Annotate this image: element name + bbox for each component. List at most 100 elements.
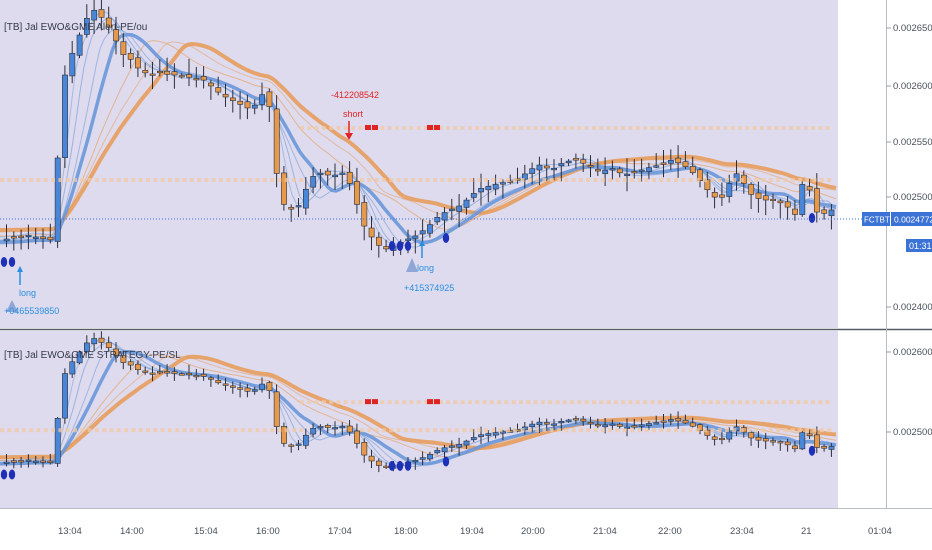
bearish-candle[interactable] <box>354 430 360 444</box>
bearish-candle[interactable] <box>135 57 141 69</box>
bullish-candle[interactable] <box>302 434 309 446</box>
bearish-candle[interactable] <box>186 74 192 78</box>
bullish-candle[interactable] <box>609 423 616 426</box>
bearish-candle[interactable] <box>697 169 703 181</box>
bearish-candle[interactable] <box>98 9 105 18</box>
bullish-candle[interactable] <box>602 424 609 428</box>
bullish-candle[interactable] <box>667 159 674 164</box>
bullish-candle[interactable] <box>62 74 68 158</box>
bearish-candle[interactable] <box>237 100 244 105</box>
bearish-candle[interactable] <box>594 169 601 172</box>
bullish-candle[interactable] <box>551 423 557 426</box>
bullish-candle[interactable] <box>551 168 557 171</box>
bearish-candle[interactable] <box>660 420 667 423</box>
bottom-price-plot[interactable] <box>0 331 837 480</box>
bullish-candle[interactable] <box>54 157 61 242</box>
bearish-candle[interactable] <box>288 444 295 447</box>
bearish-candle[interactable] <box>11 460 17 463</box>
bullish-candle[interactable] <box>456 443 463 448</box>
bearish-candle[interactable] <box>157 71 163 74</box>
bullish-candle[interactable] <box>25 234 32 238</box>
bullish-candle[interactable] <box>310 176 317 188</box>
bullish-candle[interactable] <box>25 459 32 462</box>
bearish-candle[interactable] <box>543 422 550 425</box>
bullish-candle[interactable] <box>799 184 806 215</box>
bearish-candle[interactable] <box>792 445 798 450</box>
bullish-candle[interactable] <box>427 453 433 460</box>
bearish-candle[interactable] <box>149 73 156 76</box>
bullish-candle[interactable] <box>653 165 660 168</box>
bullish-candle[interactable] <box>529 423 536 428</box>
bullish-candle[interactable] <box>448 208 455 211</box>
bearish-candle[interactable] <box>573 158 579 161</box>
top-price-axis[interactable]: 0.00265000 0.00260000 0.00255000 0.00250… <box>886 23 932 313</box>
bullish-candle[interactable] <box>419 457 426 460</box>
bullish-candle[interactable] <box>302 188 309 209</box>
bearish-candle[interactable] <box>821 446 828 449</box>
bearish-candle[interactable] <box>230 97 236 101</box>
bullish-candle[interactable] <box>602 169 609 175</box>
bearish-candle[interactable] <box>682 161 689 167</box>
bullish-candle[interactable] <box>76 34 83 56</box>
bearish-candle[interactable] <box>719 194 725 198</box>
bearish-candle[interactable] <box>281 426 287 444</box>
bullish-candle[interactable] <box>54 418 61 464</box>
bullish-candle[interactable] <box>646 167 652 172</box>
bearish-candle[interactable] <box>704 429 711 436</box>
bearish-candle[interactable] <box>704 179 711 191</box>
bearish-candle[interactable] <box>244 101 251 109</box>
bearish-candle[interactable] <box>266 382 273 391</box>
bullish-candle[interactable] <box>470 193 477 198</box>
bearish-candle[interactable] <box>230 385 236 388</box>
bearish-candle[interactable] <box>792 208 798 215</box>
bullish-candle[interactable] <box>3 238 10 242</box>
bearish-candle[interactable] <box>127 361 134 366</box>
bullish-candle[interactable] <box>441 447 448 453</box>
bullish-candle[interactable] <box>565 160 572 164</box>
bearish-candle[interactable] <box>171 71 178 76</box>
bullish-candle[interactable] <box>485 433 492 436</box>
bearish-candle[interactable] <box>142 70 149 74</box>
bearish-candle[interactable] <box>543 165 550 169</box>
bearish-candle[interactable] <box>164 70 171 75</box>
bearish-candle[interactable] <box>762 195 769 201</box>
bullish-candle[interactable] <box>339 172 346 175</box>
bearish-candle[interactable] <box>324 425 331 428</box>
bullish-candle[interactable] <box>434 217 441 223</box>
bearish-candle[interactable] <box>324 170 331 176</box>
bearish-candle[interactable] <box>777 441 784 444</box>
bearish-candle[interactable] <box>361 442 368 456</box>
bearish-candle[interactable] <box>40 236 46 239</box>
bearish-candle[interactable] <box>719 437 725 441</box>
bearish-candle[interactable] <box>266 91 273 107</box>
bullish-candle[interactable] <box>638 424 645 427</box>
bearish-candle[interactable] <box>171 371 178 374</box>
bullish-candle[interactable] <box>251 104 258 109</box>
bullish-candle[interactable] <box>456 205 463 212</box>
bullish-candle[interactable] <box>646 423 652 426</box>
bearish-candle[interactable] <box>142 370 149 373</box>
bearish-candle[interactable] <box>346 425 353 433</box>
bearish-candle[interactable] <box>806 186 813 191</box>
bullish-candle[interactable] <box>259 94 265 105</box>
bullish-candle[interactable] <box>492 184 499 190</box>
bearish-candle[interactable] <box>594 424 601 427</box>
bullish-candle[interactable] <box>62 373 68 419</box>
bottom-price-axis[interactable]: 0.00260000 0.00250000 <box>886 347 932 438</box>
bearish-candle[interactable] <box>375 460 382 466</box>
bullish-candle[interactable] <box>332 427 338 430</box>
bullish-candle[interactable] <box>412 235 419 239</box>
bullish-candle[interactable] <box>485 186 492 191</box>
bullish-candle[interactable] <box>624 173 630 177</box>
bullish-candle[interactable] <box>529 168 536 174</box>
bearish-candle[interactable] <box>587 165 594 168</box>
bearish-candle[interactable] <box>813 434 820 448</box>
top-price-plot[interactable] <box>0 0 886 267</box>
bullish-candle[interactable] <box>624 426 630 429</box>
bullish-candle[interactable] <box>339 426 346 429</box>
bullish-candle[interactable] <box>310 427 317 435</box>
bullish-candle[interactable] <box>69 52 76 77</box>
bearish-candle[interactable] <box>208 82 214 87</box>
bearish-candle[interactable] <box>47 236 54 241</box>
bearish-candle[interactable] <box>755 192 762 199</box>
